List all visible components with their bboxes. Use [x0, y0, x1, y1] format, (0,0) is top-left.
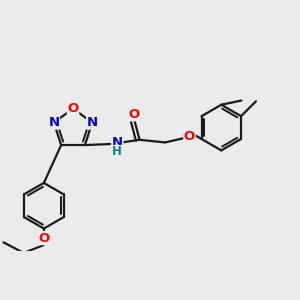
Text: O: O	[129, 108, 140, 121]
Text: H: H	[112, 146, 122, 158]
Text: N: N	[87, 116, 98, 129]
Text: O: O	[68, 102, 79, 115]
Text: O: O	[38, 232, 50, 244]
Text: N: N	[48, 116, 59, 129]
Text: N: N	[112, 136, 123, 149]
Text: O: O	[184, 130, 195, 142]
